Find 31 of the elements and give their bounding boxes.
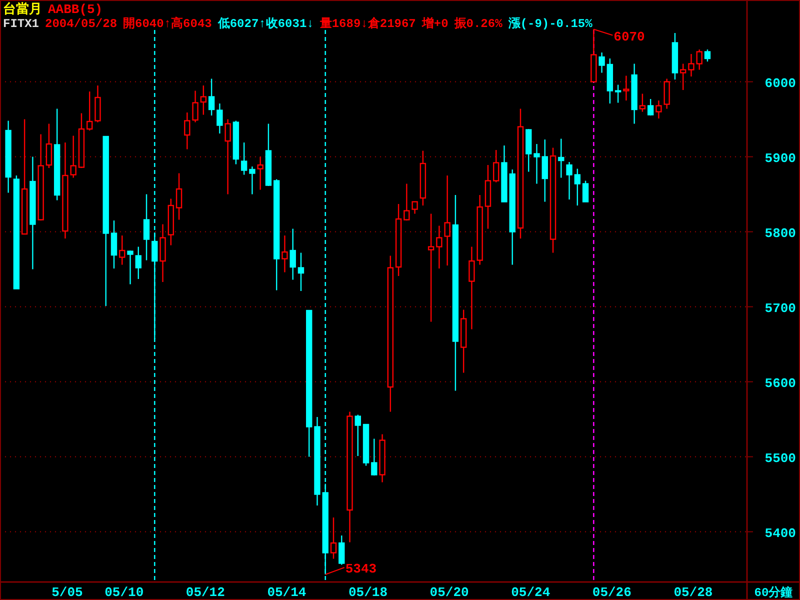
- x-tick-label: 05/10: [104, 585, 144, 600]
- y-tick-label: 5800: [764, 226, 796, 241]
- y-tick-label: 5700: [764, 300, 796, 316]
- x-tick-label: 05/26: [592, 585, 632, 600]
- text: 振0.26%: [454, 17, 502, 31]
- y-tick-label: 5500: [764, 450, 796, 466]
- x-tick-label: 05/20: [430, 585, 470, 600]
- text: 漲(-9)-0.15%: [508, 17, 592, 31]
- y-tick-label: 5600: [764, 376, 796, 391]
- x-tick-label: 05/28: [674, 585, 713, 600]
- text: 量1689↓倉21967: [320, 17, 416, 31]
- note: 5343: [324, 562, 377, 576]
- x-tick-label: 05/12: [186, 585, 226, 600]
- text: AABB(5): [48, 2, 103, 17]
- x-tick-label: 05/14: [267, 585, 306, 600]
- y-tick-label: 6000: [764, 76, 796, 91]
- text: FITX1: [3, 17, 40, 31]
- text: 開6040↑高6043: [123, 17, 212, 31]
- annotation: 5343: [345, 562, 377, 576]
- y-tick-label: 5900: [764, 150, 796, 166]
- x-tick-label: 05/18: [348, 585, 388, 600]
- text: 低6027↑收6031↓: [218, 17, 314, 31]
- text: 增+0: [422, 17, 448, 31]
- text: 2004/05/28: [45, 17, 118, 31]
- chart-title: 台當月: [3, 2, 42, 17]
- x-axis-title: 60分鐘: [754, 585, 793, 600]
- annotation: 6070: [614, 29, 646, 44]
- x-tick-label: 5/05: [52, 585, 84, 600]
- y-tick-label: 5400: [764, 526, 796, 541]
- x-tick-label: 05/24: [511, 585, 550, 600]
- note: 6070: [593, 28, 645, 44]
